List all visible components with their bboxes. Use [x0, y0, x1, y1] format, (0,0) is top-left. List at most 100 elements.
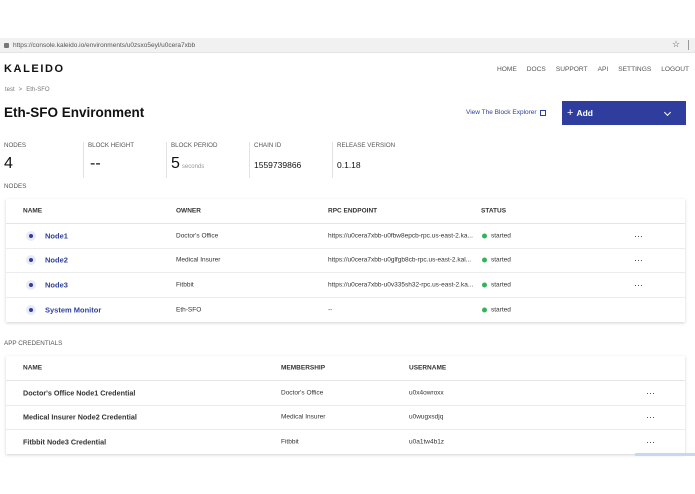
page-title: Eth-SFO Environment [4, 105, 145, 120]
col-username: USERNAME [409, 364, 447, 372]
credential-membership: Doctor's Office [281, 389, 324, 397]
table-row[interactable]: System Monitor Eth-SFO -- started [6, 298, 685, 323]
stat-chain-id-label: CHAIN ID [254, 142, 282, 149]
node-status: started [482, 307, 511, 314]
nodes-section-label: NODES [4, 183, 27, 190]
node-name-link[interactable]: Node3 [45, 280, 68, 290]
stat-block-height-value: -- [90, 155, 101, 172]
more-options-icon[interactable]: ··· [634, 279, 643, 290]
node-owner: Doctor's Office [176, 232, 219, 240]
node-status: started [482, 257, 511, 264]
kaleido-logo[interactable]: KALEIDO [4, 63, 65, 75]
stat-release-version-label: RELEASE VERSION [337, 142, 396, 149]
external-link-icon [539, 109, 546, 116]
node-icon [26, 305, 36, 316]
credential-membership: Medical Insurer [281, 413, 326, 421]
nodes-table: NAME OWNER RPC ENDPOINT STATUS Node1 Doc… [6, 199, 685, 323]
more-options-icon[interactable]: ··· [634, 230, 643, 241]
node-owner: Eth-SFO [176, 306, 202, 314]
node-owner: Medical Insurer [176, 256, 221, 264]
col-rpc-endpoint: RPC ENDPOINT [328, 207, 378, 215]
url-text[interactable]: https://console.kaleido.io/environments/… [13, 41, 196, 49]
nav-api[interactable]: API [597, 66, 609, 73]
star-icon[interactable]: ☆ [672, 39, 681, 49]
app-credentials-table: NAME MEMBERSHIP USERNAME Doctor's Office… [6, 356, 685, 454]
breadcrumb-item-env[interactable]: Eth-SFO [26, 87, 50, 93]
plus-icon: + [567, 107, 574, 119]
status-dot-icon [482, 307, 487, 313]
col-name: NAME [23, 364, 43, 372]
credential-name[interactable]: Medical Insurer Node2 Credential [23, 412, 137, 422]
node-rpc-endpoint: https://u0cera7xbb-u0v335sh32-rpc.us-eas… [328, 281, 474, 289]
node-icon [26, 255, 36, 266]
lock-icon [4, 42, 9, 48]
nav-logout[interactable]: LOGOUT [661, 66, 690, 73]
table-row[interactable]: Node2 Medical Insurer https://u0cera7xbb… [6, 249, 685, 274]
breadcrumb: test > Eth-SFO [5, 87, 50, 93]
more-options-icon[interactable]: ··· [634, 255, 643, 266]
browser-url-bar[interactable]: https://console.kaleido.io/environments/… [0, 38, 695, 53]
add-button-label: Add [576, 108, 593, 118]
chevron-down-icon[interactable] [663, 108, 672, 117]
node-rpc-endpoint: https://u0cera7xbb-u0glfgb8cb-rpc.us-eas… [328, 256, 472, 264]
stat-block-period-value: 5 [171, 155, 180, 172]
node-status: started [482, 281, 511, 288]
node-status-text: started [491, 306, 511, 314]
stat-block-period: BLOCK PERIOD 5 seconds [166, 142, 217, 178]
credentials-table-header: NAME MEMBERSHIP USERNAME [6, 356, 685, 381]
table-row[interactable]: Node3 Fitbbit https://u0cera7xbb-u0v335s… [6, 273, 685, 298]
scroll-indicator[interactable] [635, 453, 695, 456]
table-row[interactable]: Node1 Doctor's Office https://u0cera7xbb… [6, 224, 685, 249]
node-rpc-endpoint: https://u0cera7xbb-u0fbw8epcb-rpc.us-eas… [328, 232, 473, 240]
stat-block-period-unit: seconds [181, 164, 205, 170]
table-row[interactable]: Medical Insurer Node2 Credential Medical… [6, 406, 685, 431]
stat-nodes: NODES 4 [0, 142, 26, 178]
top-nav: HOME DOCS SUPPORT API SETTINGS LOGOUT [497, 66, 689, 73]
credential-name[interactable]: Doctor's Office Node1 Credential [23, 388, 136, 398]
stat-block-height: BLOCK HEIGHT -- [83, 142, 134, 178]
node-owner: Fitbbit [176, 281, 194, 289]
node-status-text: started [491, 232, 511, 240]
more-options-icon[interactable]: ··· [646, 412, 655, 423]
credential-name[interactable]: Fitbbit Node3 Credential [23, 437, 107, 447]
credential-username: u0wugxsdjq [409, 413, 444, 421]
window-edge [688, 40, 689, 50]
table-row[interactable]: Doctor's Office Node1 Credential Doctor'… [6, 381, 685, 406]
nav-docs[interactable]: DOCS [526, 66, 546, 73]
col-name: NAME [23, 207, 43, 215]
more-options-icon[interactable]: ··· [646, 437, 655, 448]
breadcrumb-item-test[interactable]: test [5, 87, 15, 93]
stat-nodes-value: 4 [4, 155, 13, 172]
credential-membership: Fitbbit [281, 438, 299, 446]
status-dot-icon [482, 257, 487, 263]
node-icon [26, 279, 36, 290]
block-explorer-label[interactable]: View The Block Explorer [466, 109, 537, 116]
block-explorer-link[interactable]: View The Block Explorer [466, 109, 546, 116]
nodes-table-header: NAME OWNER RPC ENDPOINT STATUS [6, 199, 685, 224]
node-name-link[interactable]: System Monitor [45, 305, 102, 315]
stat-release-version: RELEASE VERSION 0.1.18 [332, 142, 395, 178]
credential-username: u0a1tw4b1z [409, 438, 445, 446]
nav-support[interactable]: SUPPORT [555, 66, 588, 73]
stat-block-height-label: BLOCK HEIGHT [88, 142, 135, 149]
node-name-link[interactable]: Node1 [45, 231, 68, 241]
app-credentials-section-label: APP CREDENTIALS [4, 340, 63, 347]
nav-home[interactable]: HOME [497, 66, 517, 73]
status-dot-icon [482, 282, 487, 288]
nav-settings[interactable]: SETTINGS [618, 66, 652, 73]
credential-username: u0x4owroxx [409, 389, 444, 397]
table-row[interactable]: Fitbbit Node3 Credential Fitbbit u0a1tw4… [6, 430, 685, 454]
node-status-text: started [491, 281, 511, 289]
add-button[interactable]: + Add [562, 101, 686, 125]
col-status: STATUS [481, 207, 507, 215]
node-status: started [482, 232, 511, 239]
stat-nodes-label: NODES [4, 142, 27, 149]
node-name-link[interactable]: Node2 [45, 255, 68, 265]
more-options-icon[interactable]: ··· [646, 387, 655, 398]
stat-chain-id: CHAIN ID 1559739866 [249, 142, 301, 178]
col-membership: MEMBERSHIP [281, 364, 326, 372]
stat-block-period-label: BLOCK PERIOD [171, 142, 218, 149]
stat-release-version-value: 0.1.18 [337, 160, 361, 170]
stat-chain-id-value: 1559739866 [254, 160, 302, 170]
col-owner: OWNER [176, 207, 201, 215]
